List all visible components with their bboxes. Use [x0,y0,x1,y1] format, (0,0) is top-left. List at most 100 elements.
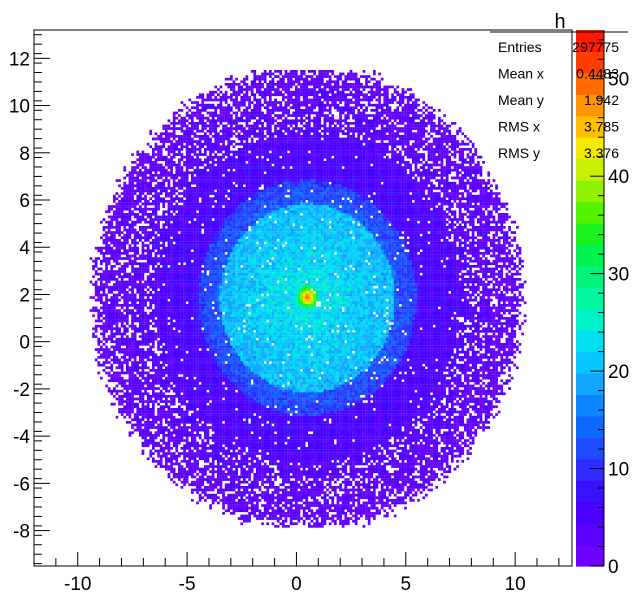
heatmap-cell [297,158,301,162]
heatmap-cell [375,88,379,91]
heatmap-cell [300,122,303,125]
heatmap-cell [191,179,194,182]
heatmap-cell [170,163,173,167]
heatmap-cell [167,158,171,162]
heatmap-cell [227,200,231,203]
heatmap-cell [300,161,303,164]
heatmap-cell [196,184,199,188]
heatmap-cell [339,145,342,149]
heatmap-cell [458,158,462,162]
heatmap-cell [144,187,147,190]
heatmap-cell [318,150,322,154]
heatmap-cell [279,140,283,143]
heatmap-cell [211,207,215,211]
heatmap-cell [222,168,225,172]
heatmap-cell [409,103,413,107]
heatmap-cell [154,207,158,211]
heatmap-cell [302,145,306,149]
heatmap-cell [141,202,145,206]
heatmap-cell [206,202,210,206]
heatmap-cell [180,119,184,123]
heatmap-cell [427,145,431,149]
heatmap-cell [425,174,428,177]
heatmap-cell [471,187,475,190]
heatmap-cell [310,137,314,141]
heatmap-cell [328,122,332,125]
heatmap-cell [289,187,293,190]
heatmap-cell [243,158,246,162]
heatmap-cell [432,171,436,175]
heatmap-cell [487,174,491,177]
heatmap-cell [232,150,236,154]
heatmap-cell [451,181,454,185]
heatmap-cell [347,85,350,89]
heatmap-cell [232,153,236,156]
heatmap-cell [211,197,215,201]
heatmap-cell [253,161,257,164]
heatmap-cell [269,205,272,208]
heatmap-cell [383,153,387,156]
heatmap-cell [274,194,277,198]
heatmap-cell [360,168,363,172]
heatmap-cell [289,163,293,167]
heatmap-cell [391,137,394,141]
heatmap-cell [131,179,134,182]
heatmap-cell [214,135,218,138]
heatmap-cell [107,207,111,211]
heatmap-cell [191,148,194,151]
heatmap-cell [388,171,392,175]
heatmap-cell [292,171,296,175]
heatmap-cell [289,98,293,102]
heatmap-cell [339,142,342,146]
heatmap-cell [188,137,192,141]
heatmap-cell [180,148,184,151]
heatmap-cell [224,161,228,164]
heatmap-cell [209,163,212,167]
heatmap-cell [248,181,251,185]
heatmap-cell [295,137,298,141]
heatmap-cell [165,124,168,128]
heatmap-cell [341,129,345,133]
heatmap-cell [183,184,186,188]
heatmap-cell [367,145,371,149]
heatmap-cell [425,145,428,149]
heatmap-cell [165,174,168,177]
heatmap-cell [235,127,238,130]
heatmap-cell [196,96,199,99]
heatmap-cell [406,166,410,169]
heatmap-cell [250,124,254,128]
heatmap-cell [344,158,348,162]
heatmap-cell [141,189,145,193]
heatmap-cell [323,197,327,201]
heatmap-cell [484,187,488,190]
heatmap-cell [321,140,324,143]
heatmap-cell [279,202,283,206]
heatmap-cell [354,122,358,125]
heatmap-cell [297,93,301,97]
heatmap-cell [341,85,345,89]
heatmap-cell [360,192,363,195]
heatmap-cell [362,148,366,151]
heatmap-cell [367,197,371,201]
heatmap-cell [310,163,314,167]
heatmap-cell [157,168,160,172]
heatmap-cell [336,83,340,86]
heatmap-cell [141,174,145,177]
heatmap-cell [503,205,506,208]
heatmap-cell [435,197,439,201]
heatmap-cell [191,106,194,110]
heatmap-cell [341,148,345,151]
heatmap-cell [196,194,199,198]
heatmap-cell [362,124,366,128]
heatmap-cell [302,205,306,208]
heatmap-cell [206,106,210,110]
heatmap-cell [175,194,179,198]
heatmap-cell [440,140,444,143]
heatmap-cell [258,132,262,136]
heatmap-cell [146,142,150,146]
heatmap-cell [183,124,186,128]
heatmap-cell [471,200,475,203]
heatmap-cell [253,129,257,133]
heatmap-cell [414,135,418,138]
heatmap-cell [266,166,270,169]
